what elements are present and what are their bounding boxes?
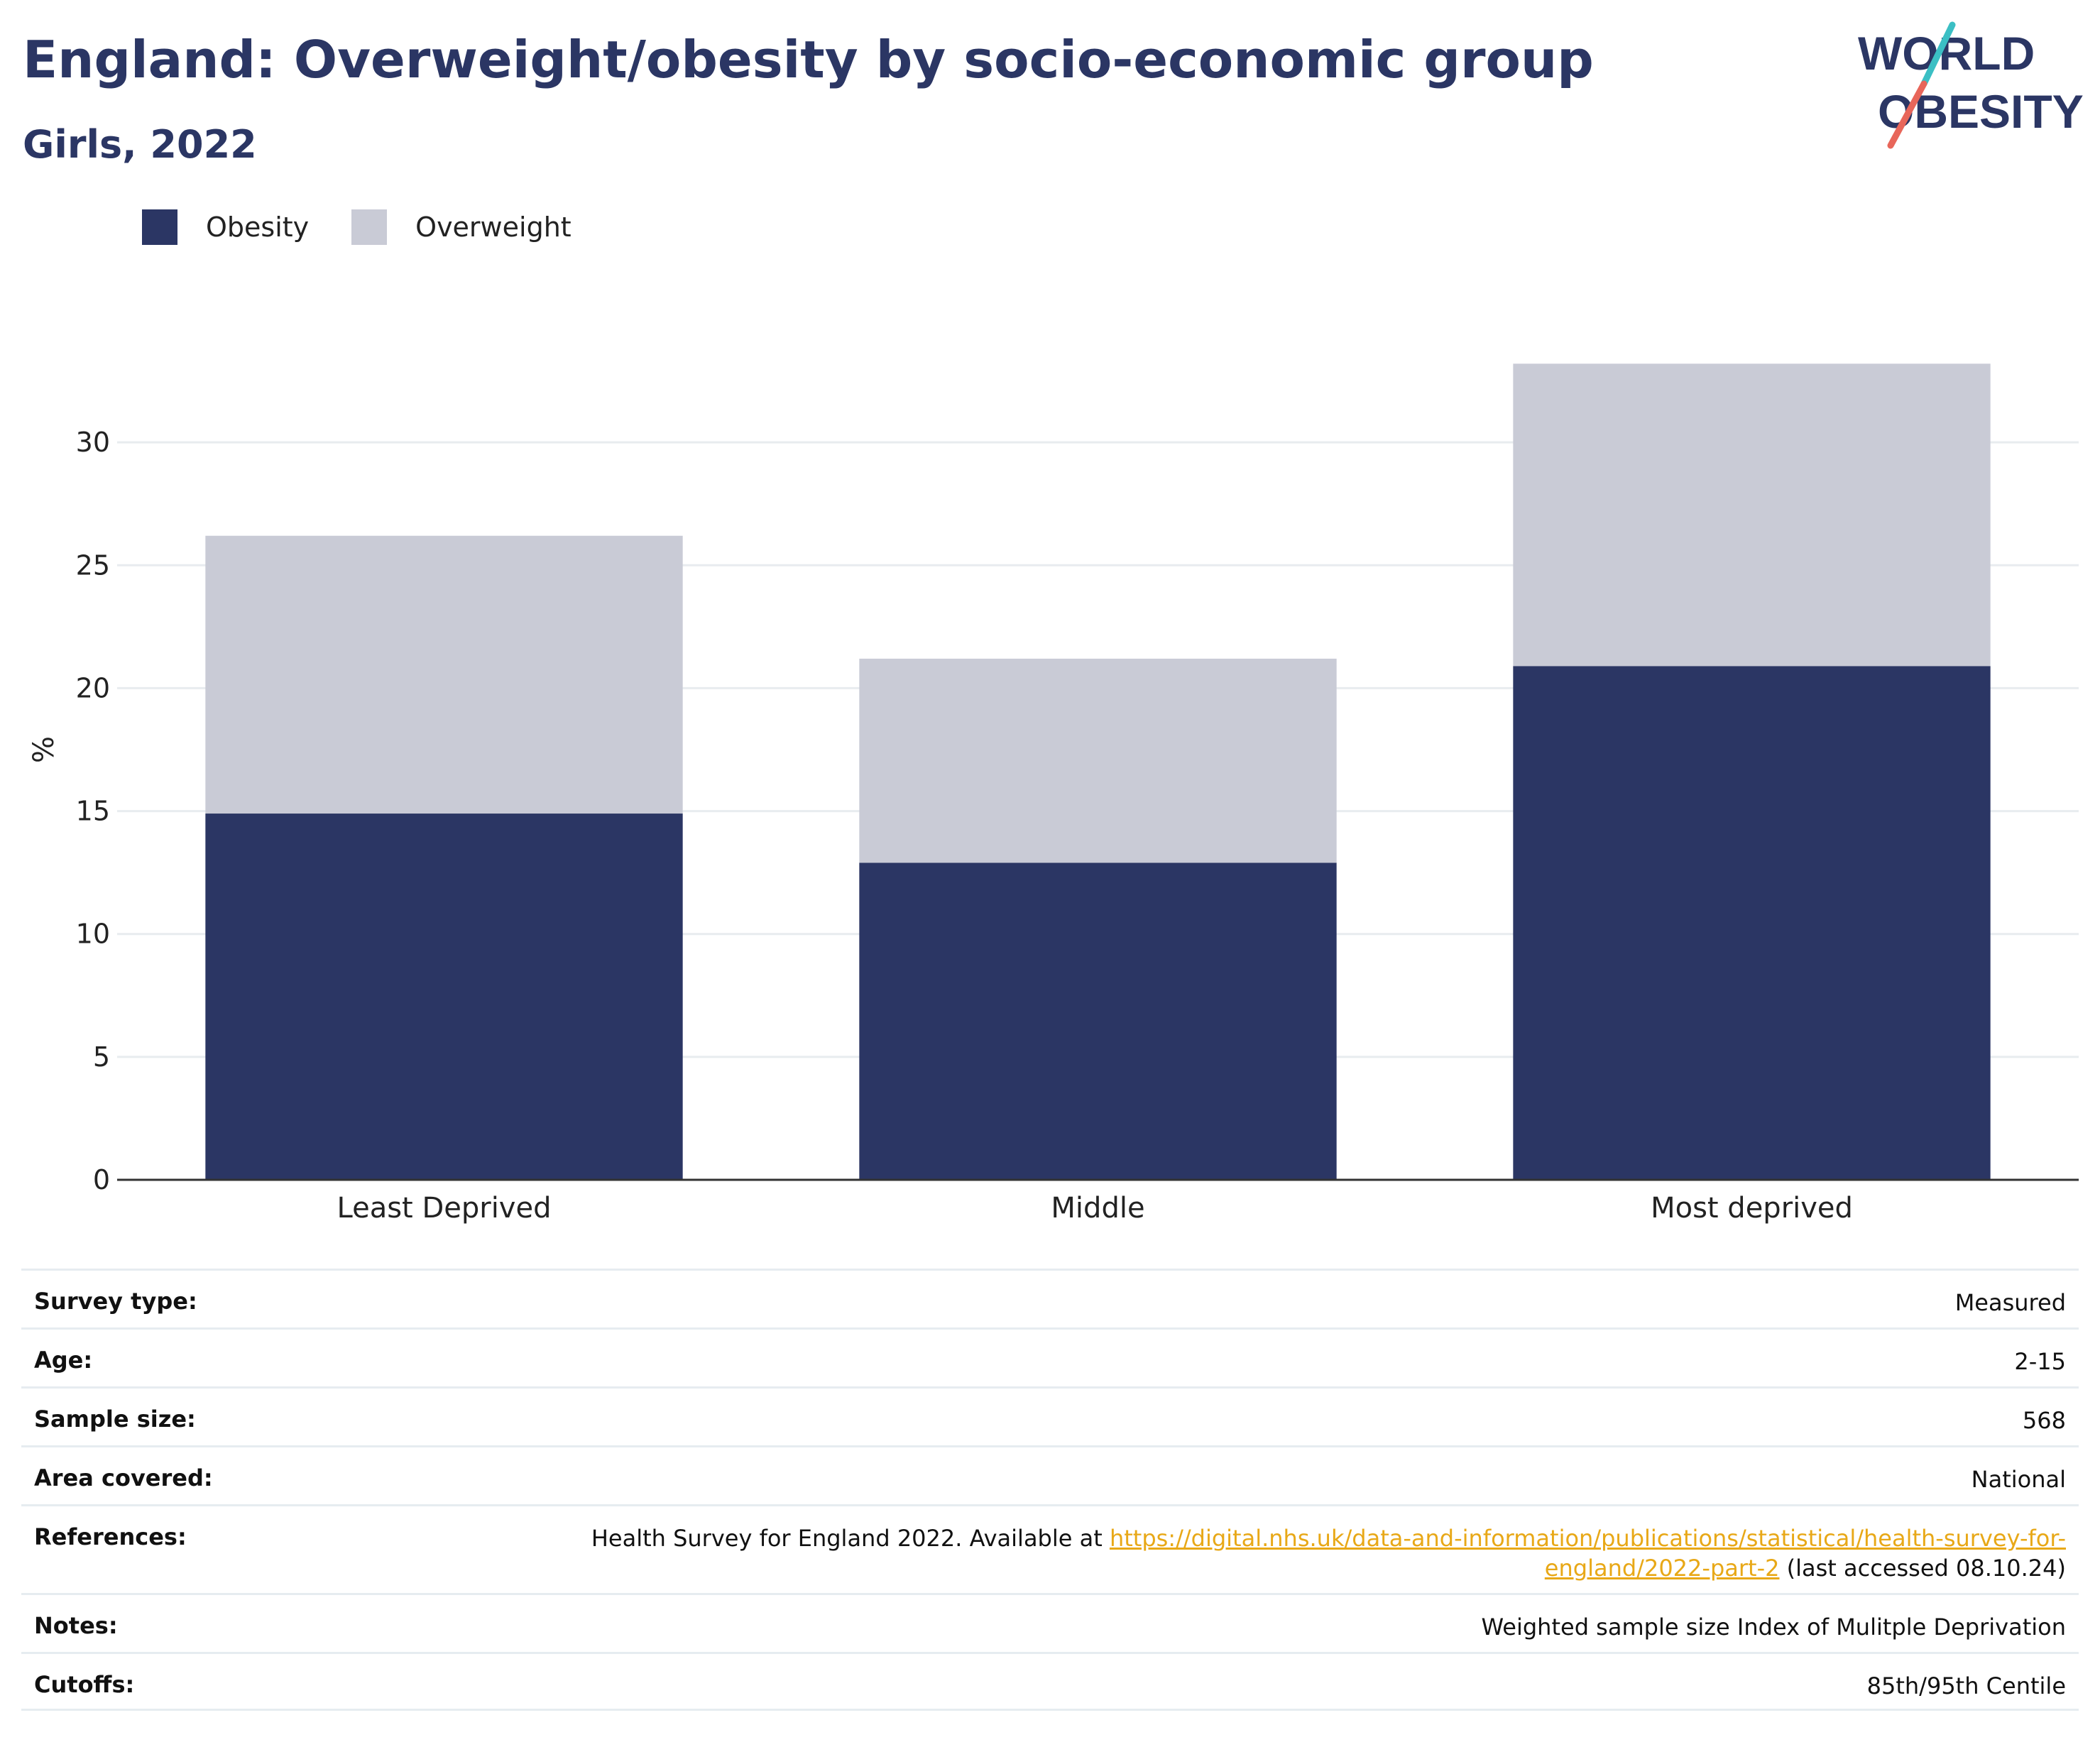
y-tick-label: 20 — [76, 672, 110, 703]
reference-suffix: (last accessed 08.10.24) — [1779, 1555, 2066, 1582]
legend-label-overweight: Overweight — [415, 212, 572, 243]
meta-value-survey-type: Measured — [1954, 1289, 2066, 1316]
logo-slash-red — [1887, 80, 1927, 149]
reference-link-part2[interactable]: england/2022-part-2 — [1544, 1555, 1780, 1582]
reference-link-part1[interactable]: https://digital.nhs.uk/data-and-informat… — [1109, 1525, 2066, 1552]
stacked-bar-chart: 0 5 10 15 20 25 30% Least Deprived Middle Most de… — [28, 363, 2079, 1225]
legend-label-obesity: Obesity — [206, 212, 310, 243]
meta-value-cutoffs: 85th/95th Centile — [1866, 1672, 2066, 1699]
bar-overweight-most-deprived — [1513, 363, 1991, 667]
y-tick-label: 0 — [93, 1164, 110, 1195]
meta-value-notes: Weighted sample size Index of Mulitple D… — [1481, 1614, 2066, 1641]
meta-value-area-covered: National — [1971, 1466, 2066, 1493]
world-obesity-logo: WORLD OBESITY — [1858, 21, 2084, 149]
meta-label-sample-size: Sample size: — [34, 1406, 196, 1433]
meta-row-sample-size: Sample size: 568 — [21, 1386, 2079, 1445]
bar-obesity-most-deprived — [1513, 666, 1991, 1180]
survey-metadata-table: Survey type: Measured Age: 2-15 Sample s… — [21, 1269, 2079, 1711]
chart-subtitle: Girls, 2022 — [23, 122, 257, 167]
meta-label-area-covered: Area covered: — [34, 1464, 213, 1491]
y-tick-label: 25 — [76, 549, 110, 581]
meta-label-cutoffs: Cutoffs: — [34, 1671, 135, 1698]
x-tick-label: Least Deprived — [337, 1192, 552, 1225]
meta-row-survey-type: Survey type: Measured — [21, 1269, 2079, 1327]
meta-row-area-covered: Area covered: National — [21, 1445, 2079, 1504]
x-tick-label: Most deprived — [1651, 1192, 1853, 1225]
reference-prefix: Health Survey for England 2022. Availabl… — [591, 1525, 1110, 1552]
meta-row-cutoffs: Cutoffs: 85th/95th Centile — [21, 1652, 2079, 1711]
y-tick-label: 10 — [76, 919, 110, 950]
meta-row-notes: Notes: Weighted sample size Index of Mul… — [21, 1593, 2079, 1652]
meta-label-references: References: — [34, 1523, 187, 1550]
y-tick-label: 5 — [93, 1041, 110, 1073]
y-axis-label: % — [28, 736, 60, 763]
meta-row-age: Age: 2-15 — [21, 1327, 2079, 1386]
legend-item-obesity[interactable]: Obesity — [142, 209, 309, 245]
meta-label-age: Age: — [34, 1347, 93, 1374]
logo-slash-teal — [1920, 21, 1956, 87]
y-tick-label: 30 — [76, 427, 110, 458]
bar-overweight-least-deprived — [205, 535, 683, 814]
meta-label-notes: Notes: — [34, 1612, 118, 1639]
bar-obesity-middle — [859, 862, 1337, 1180]
y-tick-label: 15 — [76, 796, 110, 827]
meta-row-references: References: Health Survey for England 20… — [21, 1504, 2079, 1593]
legend-swatch-overweight — [351, 209, 388, 245]
x-tick-label: Middle — [1051, 1192, 1144, 1225]
chart-title: England: Overweight/obesity by socio-eco… — [23, 30, 1594, 89]
chart-legend: Obesity Overweight — [142, 209, 614, 245]
legend-item-overweight[interactable]: Overweight — [351, 209, 572, 245]
bar-overweight-middle — [859, 658, 1337, 863]
meta-label-survey-type: Survey type: — [34, 1288, 197, 1315]
meta-value-references: Health Survey for England 2022. Availabl… — [591, 1523, 2066, 1583]
meta-value-age: 2-15 — [2014, 1348, 2066, 1375]
legend-swatch-obesity — [142, 209, 177, 245]
meta-value-sample-size: 568 — [2022, 1407, 2066, 1434]
bar-obesity-least-deprived — [205, 814, 683, 1180]
